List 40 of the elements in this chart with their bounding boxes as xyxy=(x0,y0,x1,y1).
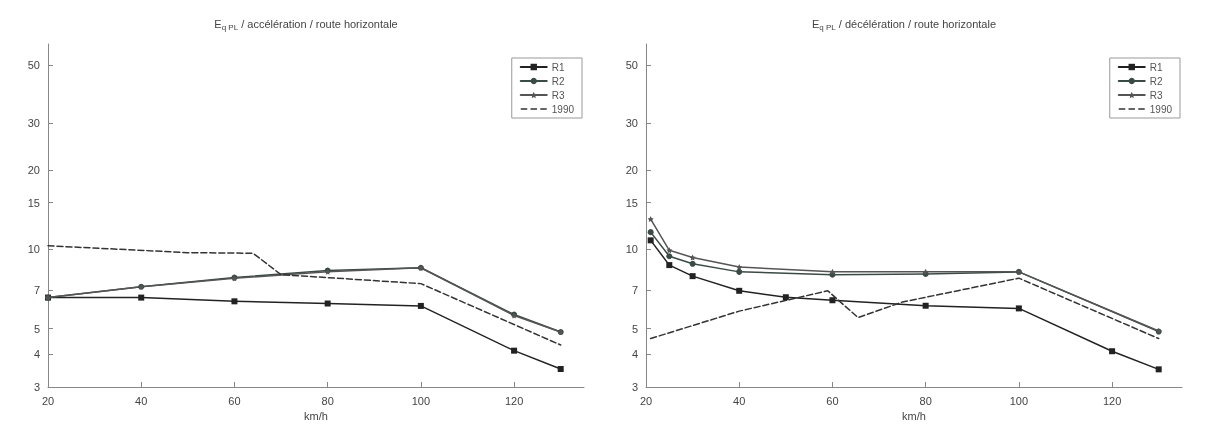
x-tick-label: 40 xyxy=(135,394,148,407)
y-tick-label: 20 xyxy=(27,163,40,176)
x-tick-label: 80 xyxy=(321,394,334,407)
y-tick-label: 5 xyxy=(33,322,40,335)
x-tick-label: 100 xyxy=(411,394,431,407)
y-tick-label: 15 xyxy=(27,196,40,209)
y-tick-label: 7 xyxy=(631,283,638,296)
x-tick-label: 80 xyxy=(919,394,932,407)
legend-label: R3 xyxy=(1149,89,1163,101)
y-tick-label: 4 xyxy=(631,348,638,361)
legend-label: R1 xyxy=(1149,61,1163,73)
legend-label: 1990 xyxy=(1149,103,1173,115)
legend-label: R3 xyxy=(551,89,565,101)
x-tick-label: 20 xyxy=(41,394,55,407)
x-tick-label: 100 xyxy=(1009,394,1029,407)
x-tick-label: 60 xyxy=(228,394,241,407)
legend-label: R2 xyxy=(1149,75,1163,87)
y-tick-label: 50 xyxy=(27,58,40,71)
y-tick-label: 4 xyxy=(33,348,40,361)
y-tick-label: 5 xyxy=(631,322,638,335)
x-tick-label: 20 xyxy=(639,394,653,407)
y-tick-label: 20 xyxy=(625,163,638,176)
x-tick-label: 120 xyxy=(1102,394,1122,407)
y-tick-label: 3 xyxy=(33,381,40,393)
x-tick-label: 60 xyxy=(826,394,839,407)
x-tick-label: 40 xyxy=(733,394,746,407)
y-tick-label: 50 xyxy=(625,58,638,71)
legend-label: 1990 xyxy=(551,103,575,115)
y-tick-label: 15 xyxy=(625,196,638,209)
x-axis-title: km/h xyxy=(304,410,328,423)
y-tick-label: 3 xyxy=(631,381,638,393)
legend-label: R2 xyxy=(551,75,565,87)
y-tick-label: 7 xyxy=(33,283,40,296)
y-tick-label: 10 xyxy=(625,243,638,256)
x-tick-label: 120 xyxy=(504,394,524,407)
y-tick-label: 30 xyxy=(625,117,638,130)
x-axis-title: km/h xyxy=(902,410,926,423)
y-tick-label: 10 xyxy=(27,243,40,256)
y-tick-label: 30 xyxy=(27,117,40,130)
legend-label: R1 xyxy=(551,61,565,73)
